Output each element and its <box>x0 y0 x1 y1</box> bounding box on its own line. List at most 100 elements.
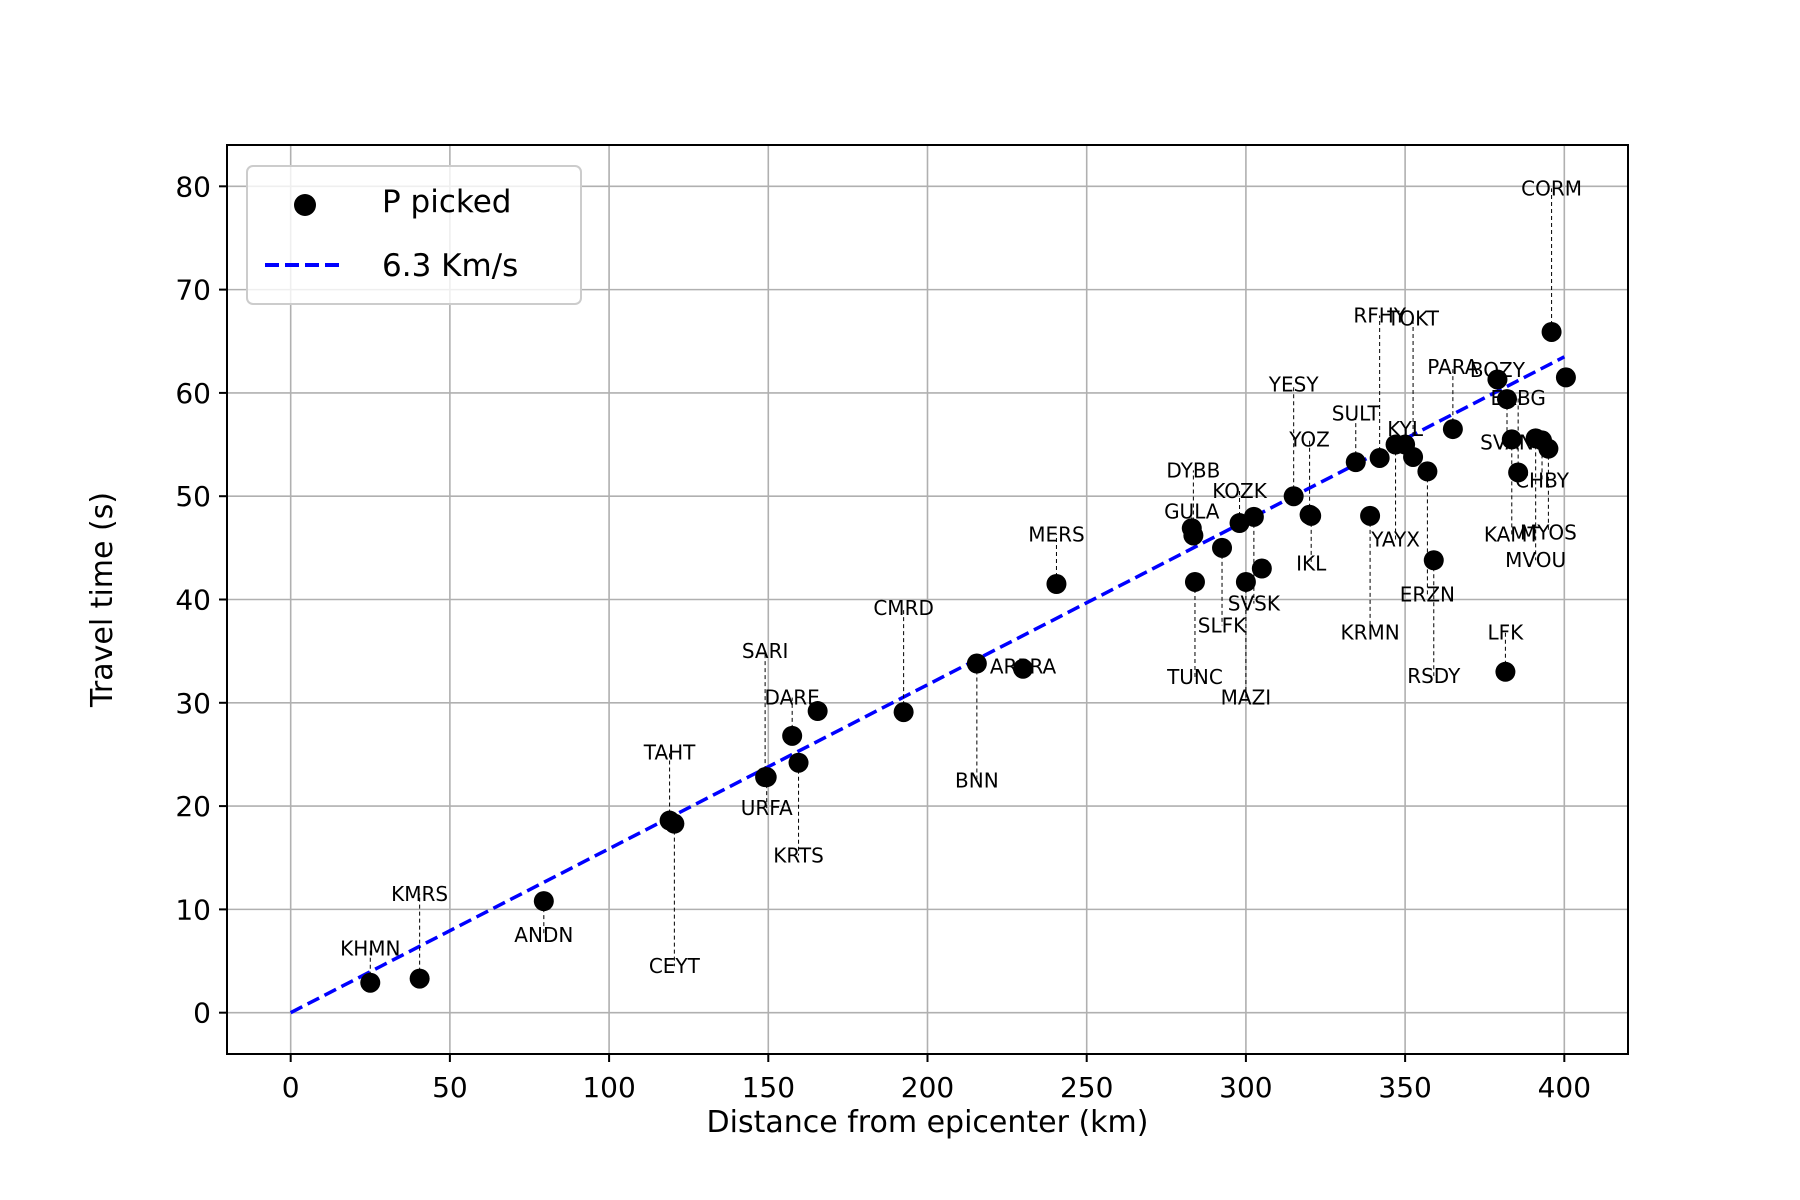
data-point-andn <box>533 891 554 912</box>
x-tick-label: 0 <box>282 1071 300 1104</box>
station-label-lfk: LFK <box>1488 621 1525 645</box>
y-tick-label: 50 <box>175 480 211 513</box>
data-point-ceyt <box>664 813 685 834</box>
data-point-dybb <box>1183 525 1204 546</box>
grid <box>227 145 1628 1054</box>
station-label-myos: MYOS <box>1520 520 1577 544</box>
x-tick-label: 300 <box>1219 1071 1272 1104</box>
station-label-erzn: ERZN <box>1400 582 1455 606</box>
station-label-ceyt: CEYT <box>649 954 701 978</box>
data-points <box>360 321 1576 993</box>
data-point-bnn <box>966 653 987 674</box>
station-label-sari: SARI <box>742 639 789 663</box>
station-label-kyl: KYL <box>1387 417 1424 441</box>
y-tick-label: 70 <box>175 274 211 307</box>
station-label-andn: ANDN <box>514 923 573 947</box>
station-label-slfk: SLFK <box>1198 613 1247 637</box>
station-label-kmrs: KMRS <box>391 882 448 906</box>
legend: P picked 6.3 Km/s <box>246 165 582 305</box>
x-tick-label: 100 <box>582 1071 635 1104</box>
x-tick-label: 350 <box>1378 1071 1431 1104</box>
x-tick-label: 50 <box>432 1071 468 1104</box>
station-label-kozk: KOZK <box>1212 479 1267 503</box>
data-point-tokt <box>1403 446 1424 467</box>
y-tick-label: 60 <box>175 377 211 410</box>
data-point-lfk <box>1495 661 1516 682</box>
station-label-erbg: ERBG <box>1490 386 1545 410</box>
data-point-svsk <box>1243 506 1264 527</box>
station-label-bozy: BOZY <box>1470 358 1526 382</box>
axis-ticks: 0 50 100 150 200 250 300 350 400 0 10 20 30 40 50 60 70 8… <box>175 170 1591 1104</box>
data-point-mazi <box>1235 571 1256 592</box>
data-point-khmn <box>360 972 381 993</box>
data-point-krmn <box>1360 505 1381 526</box>
data-point-sult <box>1345 452 1366 473</box>
station-label-svan: SVAN <box>1480 430 1534 454</box>
station-label-cmrd: CMRD <box>873 596 934 620</box>
data-point-erbg <box>1508 462 1529 483</box>
station-label-dybb: DYBB <box>1166 458 1220 482</box>
data-point-rsdy <box>1423 550 1444 571</box>
data-point-myos <box>1538 438 1559 459</box>
data-point-slfk <box>1212 537 1233 558</box>
station-label-rfhy: RFHY <box>1353 303 1406 327</box>
station-label-tokt: TOKT <box>1386 307 1440 331</box>
data-point <box>807 701 828 722</box>
y-tick-label: 80 <box>175 170 211 203</box>
station-label-kamt: KAMT <box>1484 522 1541 546</box>
legend-label-p-picked: P picked <box>382 184 511 220</box>
data-point-svan <box>1497 389 1518 410</box>
legend-label-velocity: 6.3 Km/s <box>382 248 518 284</box>
station-label-para: PARA <box>1427 355 1479 379</box>
station-label-tunc: TUNC <box>1166 665 1223 689</box>
data-point <box>1555 367 1576 388</box>
data-point-corm <box>1541 321 1562 342</box>
station-label-yesy: YESY <box>1268 373 1320 397</box>
station-label-gula: GULA <box>1164 500 1220 524</box>
station-label-sult: SULT <box>1332 402 1381 426</box>
data-point-sari <box>755 767 776 788</box>
station-label-rsdy: RSDY <box>1407 664 1461 688</box>
data-point-cmrd <box>893 702 914 723</box>
station-label-mvou: MVOU <box>1505 548 1566 572</box>
station-label-khmn: KHMN <box>340 937 400 961</box>
x-tick-label: 200 <box>901 1071 954 1104</box>
y-tick-label: 30 <box>175 687 211 720</box>
y-tick-label: 10 <box>175 893 211 926</box>
data-point-kmrs <box>409 968 430 989</box>
data-point-para <box>1442 419 1463 440</box>
x-axis-label: Distance from epicenter (km) <box>707 1105 1149 1140</box>
station-label-urfa: URFA <box>741 796 793 820</box>
x-tick-label: 150 <box>742 1071 795 1104</box>
y-tick-label: 0 <box>193 997 211 1030</box>
data-point-yesy <box>1283 486 1304 507</box>
station-label-chby: CHBY <box>1515 469 1570 493</box>
station-label-krts: KRTS <box>773 844 823 868</box>
y-axis-label: Travel time (s) <box>85 492 120 708</box>
x-tick-label: 400 <box>1538 1071 1591 1104</box>
station-label-mazi: MAZI <box>1221 686 1272 710</box>
station-label-yayx: YAYX <box>1370 528 1420 552</box>
fit-line-layer <box>289 355 1566 1015</box>
data-point-mers <box>1046 574 1067 595</box>
station-label-mers: MERS <box>1028 522 1084 546</box>
fit-line-6-3-km-s <box>289 355 1566 1015</box>
data-point-arpra <box>1013 658 1034 679</box>
data-point-kamt <box>1501 429 1522 450</box>
y-tick-label: 40 <box>175 584 211 617</box>
station-label-yoz: YOZ <box>1288 427 1330 451</box>
data-point-krts <box>788 752 809 773</box>
y-tick-label: 20 <box>175 790 211 823</box>
data-point-rfhy <box>1369 447 1390 468</box>
legend-box <box>246 165 582 305</box>
station-label-ikl: IKL <box>1296 551 1327 575</box>
station-label-svsk: SVSK <box>1228 592 1281 616</box>
x-tick-label: 250 <box>1060 1071 1113 1104</box>
station-label-dare: DARE <box>765 686 820 710</box>
data-point-bozy <box>1487 369 1508 390</box>
legend-marker-p-picked <box>294 194 316 216</box>
data-point <box>1251 558 1272 579</box>
station-labels: KHMN KMRS ANDN TAHT CEYT URFA SARI DARE KRTS CMRD… <box>340 176 1582 978</box>
data-point-ikl <box>1301 505 1322 526</box>
station-label-taht: TAHT <box>643 740 696 764</box>
